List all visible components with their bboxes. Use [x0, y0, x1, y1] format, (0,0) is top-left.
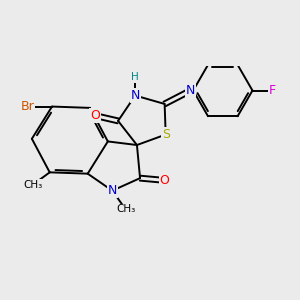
Text: H: H [131, 72, 139, 82]
Text: N: N [130, 89, 140, 102]
Text: O: O [160, 174, 170, 187]
Text: S: S [162, 128, 170, 141]
Text: CH₃: CH₃ [23, 180, 42, 190]
Text: Br: Br [20, 100, 34, 113]
Text: N: N [186, 84, 195, 97]
Text: F: F [269, 84, 276, 97]
Text: O: O [90, 109, 100, 122]
Text: CH₃: CH₃ [116, 205, 135, 214]
Text: N: N [108, 184, 117, 197]
